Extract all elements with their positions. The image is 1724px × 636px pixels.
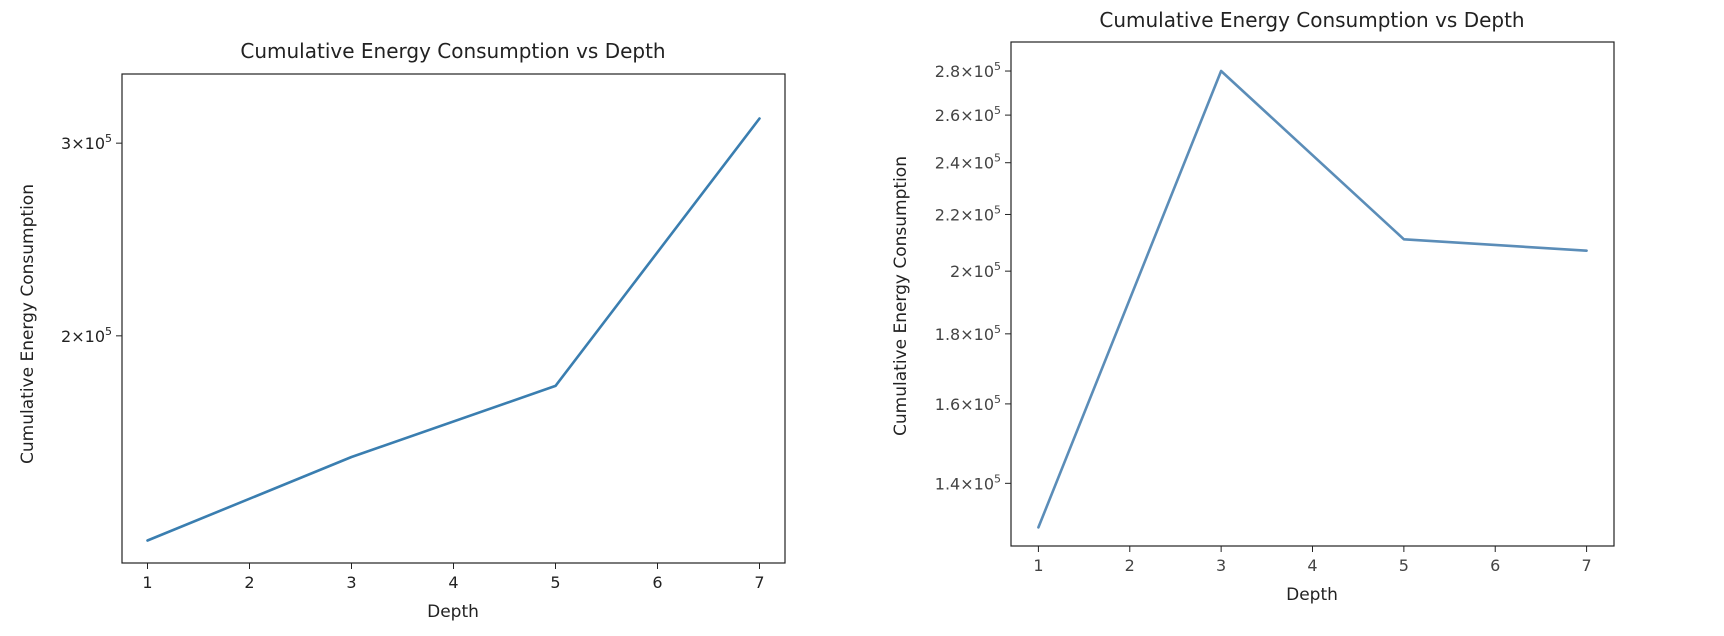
left-x-tick-label: 3 — [346, 573, 356, 592]
right-y-tick-label: 2.6×105 — [935, 104, 1001, 125]
left-x-tick-label: 2 — [244, 573, 254, 592]
right-y-tick-label: 2×105 — [950, 260, 1001, 281]
left-y-tick-label: 3×105 — [61, 132, 112, 153]
right-chart: Cumulative Energy Consumption vs Depth D… — [860, 0, 1724, 636]
left-x-tick-label: 5 — [550, 573, 560, 592]
left-chart-svg: Cumulative Energy Consumption vs Depth D… — [18, 39, 786, 622]
left-x-axis-label: Depth — [427, 602, 479, 622]
left-x-tick-label: 1 — [142, 573, 152, 592]
left-chart-title: Cumulative Energy Consumption vs Depth — [240, 39, 665, 63]
right-y-tick-label: 1.6×105 — [935, 393, 1001, 414]
right-y-axis-label: Cumulative Energy Consumption — [891, 156, 911, 436]
left-plot-frame — [121, 73, 786, 564]
right-x-tick-label: 4 — [1307, 556, 1317, 575]
right-y-tick-label: 1.8×105 — [935, 323, 1001, 344]
right-series-line — [1037, 69, 1588, 529]
right-x-tick-label: 5 — [1399, 556, 1409, 575]
right-y-tick-label: 1.4×105 — [935, 472, 1001, 493]
right-chart-title: Cumulative Energy Consumption vs Depth — [1099, 8, 1524, 32]
right-x-tick-label: 2 — [1125, 556, 1135, 575]
left-chart: Cumulative Energy Consumption vs Depth D… — [0, 0, 820, 636]
left-x-tick-label: 6 — [652, 573, 662, 592]
right-y-tick-label: 2.8×105 — [935, 60, 1001, 81]
left-y-tick-label: 2×105 — [61, 325, 112, 346]
left-y-axis-label: Cumulative Energy Consumption — [18, 184, 38, 464]
right-chart-svg: Cumulative Energy Consumption vs Depth D… — [891, 8, 1615, 605]
right-x-axis-label: Depth — [1286, 585, 1338, 605]
right-y-tick-label: 2.4×105 — [935, 152, 1001, 173]
left-x-tick-label: 7 — [754, 573, 764, 592]
left-x-tick-label: 4 — [448, 573, 458, 592]
right-x-tick-label: 1 — [1033, 556, 1043, 575]
right-x-tick-label: 3 — [1216, 556, 1226, 575]
right-x-tick-label: 7 — [1581, 556, 1591, 575]
right-plot-frame — [1010, 41, 1615, 547]
right-y-tick-label: 2.2×105 — [935, 203, 1001, 224]
left-series-line — [146, 117, 761, 542]
right-x-tick-label: 6 — [1490, 556, 1500, 575]
